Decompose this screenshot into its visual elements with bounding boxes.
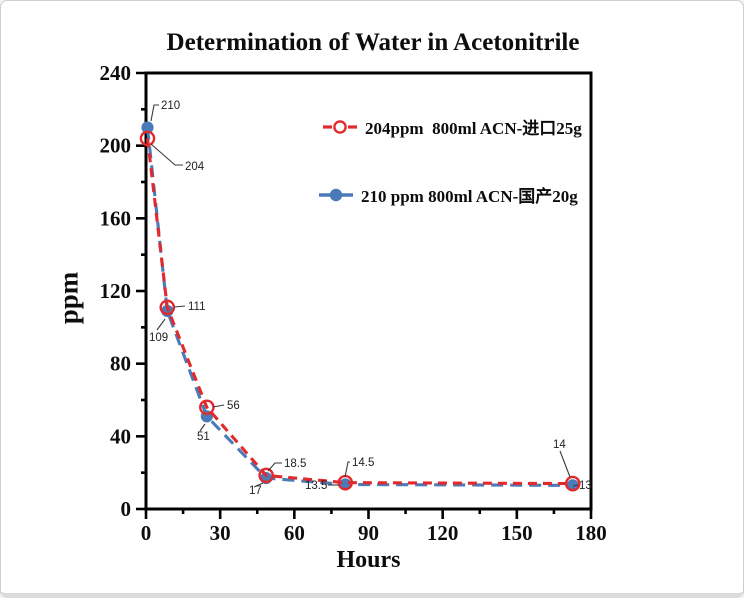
- x-tick-label: 150: [501, 521, 533, 545]
- point-label-leader: [173, 305, 186, 308]
- point-label-leader: [199, 423, 206, 432]
- x-axis: 0 30 60 90 120 150 180: [141, 509, 607, 545]
- point-label-leader: [156, 318, 166, 331]
- point-label: 14.5: [352, 457, 374, 469]
- point-label: 13.5: [305, 480, 327, 492]
- legend-entry-imported: 204ppm 800ml ACN-进口25g: [323, 114, 582, 139]
- x-tick-label: 30: [210, 521, 231, 545]
- y-tick-label: 160: [100, 206, 132, 230]
- point-label: 56: [227, 400, 240, 412]
- point-label: 210: [161, 100, 180, 112]
- point-label: 51: [197, 431, 210, 443]
- x-tick-label: 0: [141, 521, 152, 545]
- point-label: 17: [249, 485, 262, 497]
- point-label: 13: [579, 480, 592, 492]
- legend-label-domestic: 210 ppm 800ml ACN-国产20g: [361, 187, 578, 206]
- y-tick-label: 200: [100, 134, 132, 158]
- y-tick-label: 240: [100, 61, 132, 85]
- x-tick-label: 60: [284, 521, 305, 545]
- legend-marker-red-open-circle-icon: [323, 119, 357, 134]
- y-axis: 0 40 80 120 160 200 240: [100, 61, 146, 521]
- chart-title: Determination of Water in Acetonitrile: [166, 29, 580, 56]
- y-tick-label: 80: [110, 352, 131, 376]
- point-label-leader: [150, 143, 183, 166]
- legend-label-imported: 204ppm 800ml ACN-进口25g: [365, 119, 582, 138]
- y-tick-label: 40: [110, 424, 131, 448]
- point-label-leader: [572, 484, 579, 487]
- point-label: 204: [185, 161, 205, 173]
- point-label: 14: [553, 439, 566, 451]
- point-label-leader: [267, 462, 282, 472]
- y-tick-label: 120: [100, 279, 132, 303]
- point-label-leader: [253, 482, 264, 488]
- point-label-leader: [344, 461, 350, 478]
- point-label: 18.5: [284, 458, 306, 470]
- data-point-marker: [139, 130, 156, 147]
- data-point-marker: [564, 475, 581, 492]
- point-label-leader: [212, 404, 225, 408]
- point-label-leader: [150, 104, 159, 122]
- point-labels: 204 111 56 18.5 14.5 14 210 109 51 17 13.5 13: [149, 100, 592, 497]
- series-line: [145, 138, 573, 486]
- legend-entry-domestic: 210 ppm 800ml ACN-国产20g: [319, 182, 578, 207]
- data-point-marker: [141, 121, 154, 134]
- point-label: 111: [188, 301, 205, 313]
- data-point-marker: [159, 299, 176, 316]
- legend-marker-blue-filled-circle-icon: [319, 188, 353, 201]
- y-axis-title: ppm: [53, 271, 84, 325]
- data-point-marker: [258, 467, 274, 484]
- x-tick-label: 90: [358, 521, 379, 545]
- x-axis-title: Hours: [336, 547, 401, 573]
- x-tick-label: 120: [427, 521, 459, 545]
- y-tick-label: 0: [121, 497, 132, 521]
- x-tick-label: 180: [575, 521, 607, 545]
- point-label: 109: [149, 332, 168, 344]
- point-label-leader: [559, 450, 571, 478]
